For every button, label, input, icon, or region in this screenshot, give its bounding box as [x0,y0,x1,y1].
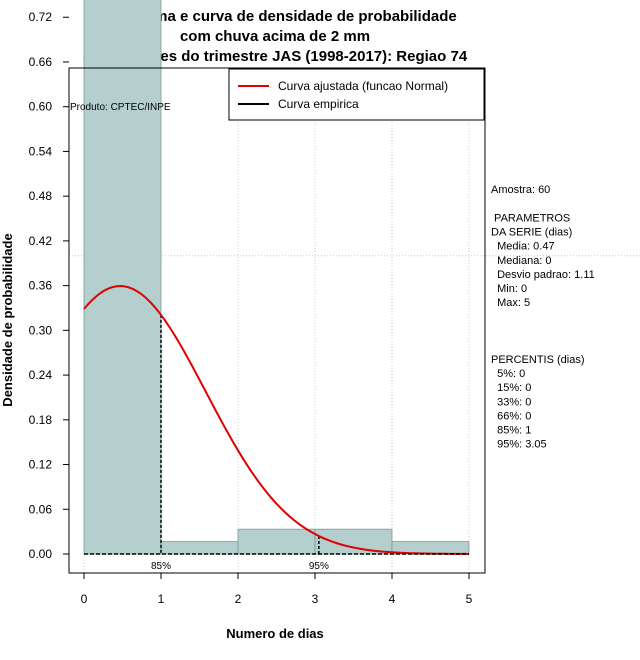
histogram-bar [314,528,393,555]
title-line: em cada mes do trimestre JAS (1998-2017)… [83,48,468,65]
density-curves [83,285,470,555]
stat-line: DA SERIE (dias) [491,226,572,238]
y-tick-label: 0.30 [29,323,53,337]
y-axis: 0.00 0.06 0.12 0.18 0.24 0.30 0.36 0.42 0.48 0.54… [29,10,69,561]
x-tick-label: 0 [81,592,88,606]
percentile-label: 95% [309,561,329,572]
legend-empirical-label: Curva empirica [278,97,359,111]
x-tick-label: 4 [389,592,396,606]
y-tick-label: 0.42 [29,234,53,248]
y-tick-label: 0.00 [29,547,53,561]
stat-line: 85%: 1 [491,425,531,437]
chart-title: Histograma e curva de densidade de proba… [83,8,468,65]
legend-normal-label: Curva ajustada (funcao Normal) [278,79,448,93]
title-line: Histograma e curva de densidade de proba… [93,8,456,25]
stat-line: 5%: 0 [491,368,525,380]
y-tick-label: 0.12 [29,458,53,472]
histogram-bar [237,528,316,555]
legend: Curva ajustada (funcao Normal) Curva empi… [228,68,485,121]
stat-line: 33%: 0 [491,396,531,408]
x-tick-label: 1 [158,592,165,606]
y-tick-label: 0.60 [29,100,53,114]
percentile-label: 85% [151,561,171,572]
stat-line: Media: 0.47 [491,241,555,253]
statistics-panel: Amostra: 60 PARAMETROS DA SERIE (dias) Me… [491,184,595,451]
title-line: com chuva acima de 2 mm [180,28,370,45]
percentile-markers: 85% 95% [151,314,329,572]
histogram-bar [83,0,162,555]
stat-line: 95%: 3.05 [491,439,547,451]
stat-line: Mediana: 0 [491,255,552,267]
x-axis-label: Numero de dias [226,626,324,641]
stat-line: Amostra: 60 [491,184,550,196]
histogram-bar [160,541,239,555]
y-tick-label: 0.66 [29,55,53,69]
stat-line: Min: 0 [491,283,527,295]
x-tick-label: 5 [466,592,473,606]
plot-frame [68,67,486,574]
x-axis: 0 1 2 3 4 5 [81,573,473,606]
stat-line: PERCENTIS (dias) [491,354,585,366]
legend-box [228,68,485,121]
stat-line: 66%: 0 [491,410,531,422]
y-tick-label: 0.54 [29,144,53,158]
histogram-bars [83,0,470,555]
y-tick-label: 0.72 [29,10,53,24]
y-tick-label: 0.18 [29,413,53,427]
y-tick-label: 0.36 [29,279,53,293]
y-tick-label: 0.24 [29,368,53,382]
x-tick-label: 2 [235,592,242,606]
product-annotation: Produto: CPTEC/INPE [70,102,171,113]
stat-line: 15%: 0 [491,382,531,394]
y-tick-label: 0.48 [29,189,53,203]
x-tick-label: 3 [312,592,319,606]
stat-line: Desvio padrao: 1.11 [491,269,595,281]
normal-curve-line [83,285,470,555]
stat-line: PARAMETROS [491,212,570,224]
y-tick-label: 0.06 [29,502,53,516]
stat-line: Max: 5 [491,297,530,309]
y-axis-label: Densidade de probabilidade [0,233,15,406]
